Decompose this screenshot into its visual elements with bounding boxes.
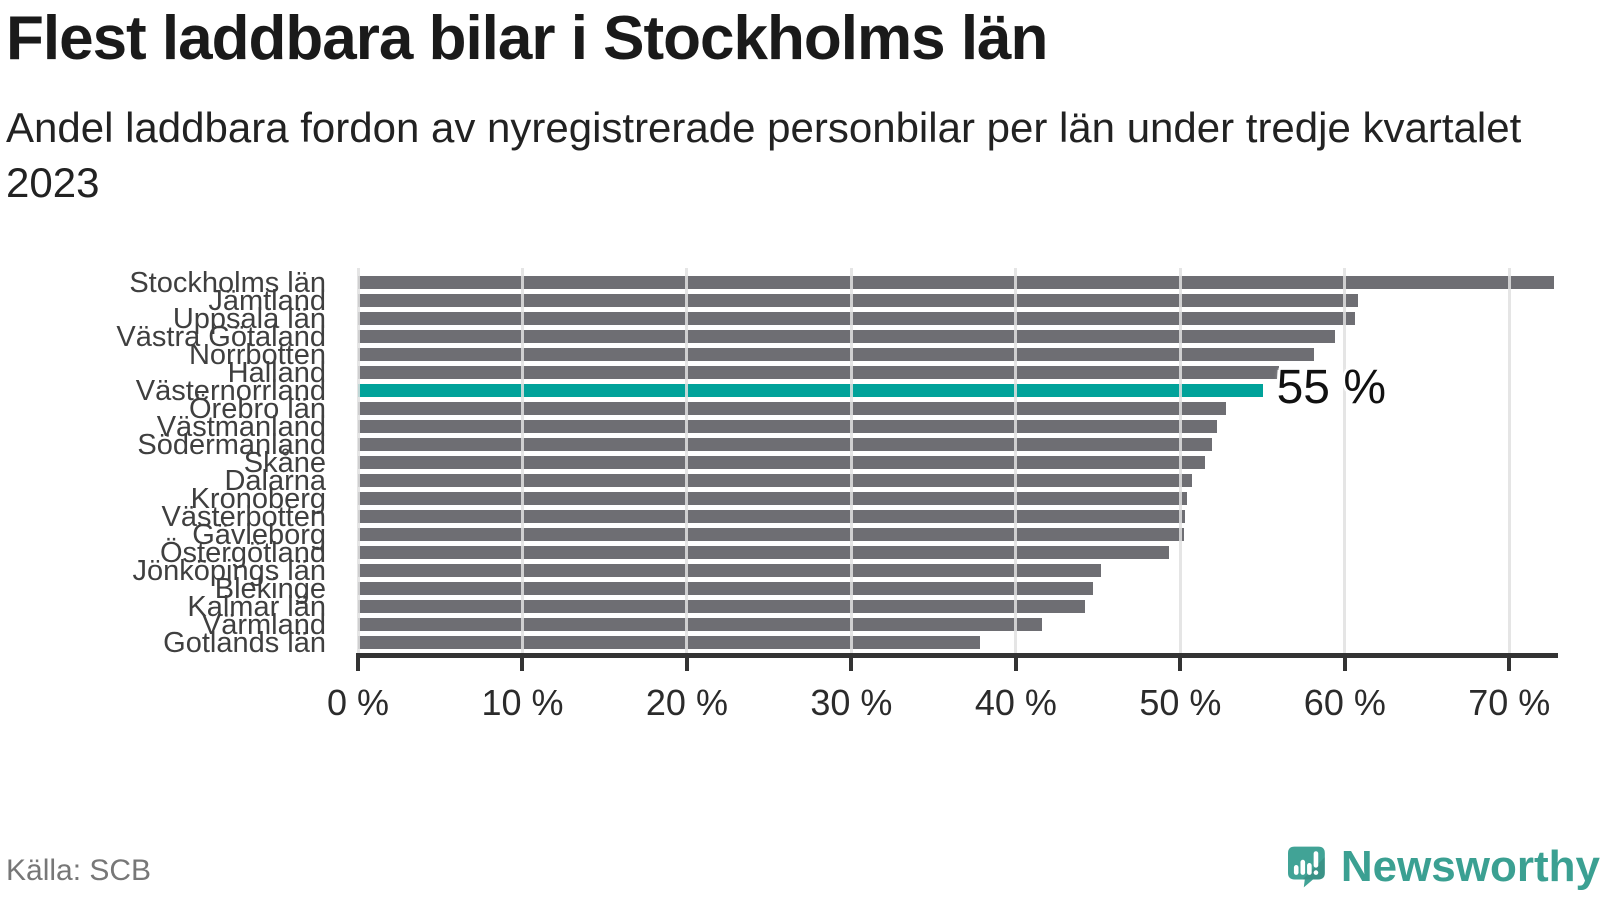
bar-norrbotten [358,348,1314,361]
y-label-dalarna: Dalarna [224,464,326,497]
y-label-uppsala-län: Uppsala län [172,302,326,335]
gridline-30 [849,268,853,653]
y-label-västra-götaland: Västra Götaland [116,320,326,353]
bar-värmland [358,618,1043,631]
x-tick-10 [520,656,525,671]
y-label-kalmar-län: Kalmar län [187,590,326,623]
y-label-östergötland: Östergötland [159,536,326,569]
bar-östergötland [358,546,1169,559]
gridline-0 [356,268,360,653]
bar-västernorrland [358,384,1263,397]
x-tick-label-0: 0 % [326,682,390,723]
plot-area: 55 % [356,268,1557,653]
y-label-södermanland: Södermanland [137,428,326,461]
bar-blekinge [358,582,1094,595]
x-tick-label-50: 50 % [1139,682,1222,723]
newsworthy-logo-icon [1288,846,1325,888]
x-tick-70 [1507,656,1512,671]
gridline-40 [1014,268,1018,653]
x-tick-label-60: 60 % [1303,682,1386,723]
bar-västmanland [358,420,1217,433]
bar-västra-götaland [358,330,1335,343]
y-label-kronoberg: Kronoberg [190,482,326,515]
highlight-value-label: 55 % [1276,360,1386,414]
y-label-örebro-län: Örebro län [188,392,326,425]
y-label-halland: Halland [227,356,326,389]
bar-dalarna [358,474,1192,487]
x-tick-60 [1342,656,1347,671]
page-title: Flest laddbara bilar i Stockholms län [6,4,1048,73]
bar-södermanland [358,438,1212,451]
bar-skåne [358,456,1206,469]
y-label-gotlands-län: Gotlands län [163,626,326,659]
x-axis-line [356,653,1558,658]
bar-uppsala-län [358,312,1355,325]
y-label-jönköpings-län: Jönköpings län [132,554,326,587]
x-tick-label-20: 20 % [645,682,728,723]
x-tick-label-70: 70 % [1468,682,1551,723]
bar-kronoberg [358,492,1187,505]
y-label-norrbotten: Norrbotten [188,338,326,371]
gridline-60 [1343,268,1347,653]
bar-gävleborg [358,528,1184,541]
bar-halland [358,366,1280,379]
bar-västerbotten [358,510,1186,523]
bar-stockholms-län [358,276,1554,289]
y-label-stockholms-län: Stockholms län [129,266,326,299]
x-tick-label-10: 10 % [481,682,564,723]
gridline-50 [1178,268,1182,653]
bar-jämtland [358,294,1358,307]
y-label-värmland: Värmland [201,608,326,641]
x-tick-label-40: 40 % [974,682,1057,723]
bar-örebro-län [358,402,1227,415]
y-label-västmanland: Västmanland [156,410,326,443]
bar-gotlands-län [358,636,980,649]
y-label-jämtland: Jämtland [208,284,326,317]
y-label-skåne: Skåne [243,446,326,479]
y-label-västernorrland: Västernorrland [135,374,326,407]
gridline-20 [685,268,689,653]
x-tick-50 [1178,656,1183,671]
gridline-70 [1507,268,1511,653]
y-label-västerbotten: Västerbotten [161,500,326,533]
source-caption: Källa: SCB [6,854,152,887]
x-tick-30 [849,656,854,671]
y-label-blekinge: Blekinge [214,572,326,605]
bar-jönköpings-län [358,564,1102,577]
y-label-gävleborg: Gävleborg [192,518,326,551]
bar-kalmar-län [358,600,1085,613]
x-tick-label-30: 30 % [810,682,893,723]
brand-lockup: Newsworthy [1288,836,1600,898]
x-tick-20 [684,656,689,671]
gridline-10 [520,268,524,653]
x-tick-40 [1013,656,1018,671]
chart-subtitle: Andel laddbara fordon av nyregistrerade … [6,104,1522,206]
brand-name: Newsworthy [1340,842,1600,891]
x-tick-0 [356,656,360,671]
